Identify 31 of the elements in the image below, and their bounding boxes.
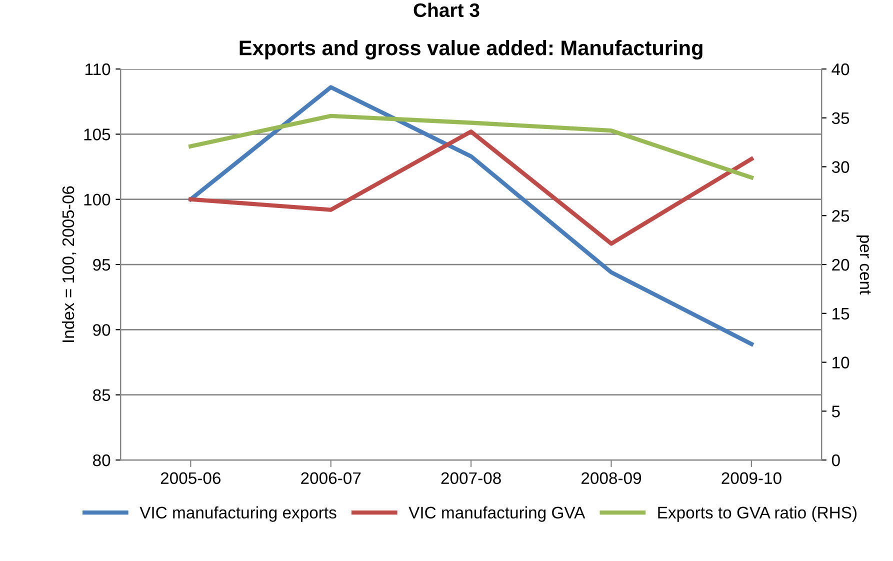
line-series — [188, 129, 754, 246]
x-tick-label: 2007-08 — [441, 472, 501, 484]
legend-label: VIC manufacturing GVA — [408, 506, 586, 522]
y-tick-label: 90 — [93, 324, 110, 336]
y2-tick-label: 5 — [832, 406, 840, 418]
line-series — [188, 85, 754, 346]
line-series — [188, 114, 754, 180]
y-tick-label: 110 — [86, 63, 110, 76]
x-tick-label: 2009-10 — [722, 472, 782, 484]
y2-tick-label: 40 — [832, 63, 850, 76]
y2-tick-label: 20 — [832, 258, 850, 271]
x-tick-label: 2005-06 — [160, 472, 221, 484]
chart-title: Exports and gross value added: Manufacturing — [240, 40, 702, 60]
y2-tick-label: 15 — [832, 308, 850, 320]
x-tick-label: 2008-09 — [582, 472, 642, 484]
y-tick-label: 80 — [93, 454, 110, 466]
y-tick-label: 95 — [93, 258, 110, 271]
y2-tick-label: 0 — [832, 454, 840, 466]
y-tick-label: 100 — [84, 194, 110, 206]
legend-label: VIC manufacturing exports — [140, 506, 336, 522]
y2-axis-title: per cent — [856, 235, 871, 294]
x-tick-label: 2006-07 — [301, 472, 361, 484]
y2-tick-label: 10 — [832, 356, 850, 368]
legend-label: Exports to GVA ratio (RHS) — [658, 506, 856, 522]
y2-tick-label: 25 — [832, 210, 850, 222]
caption: Chart 3 — [414, 2, 480, 18]
y-tick-label: 85 — [93, 389, 110, 402]
y-axis-title: Index = 100, 2005-06 — [62, 186, 76, 342]
y2-tick-label: 35 — [832, 112, 850, 124]
y-tick-label: 105 — [84, 128, 110, 140]
y2-tick-label: 30 — [832, 161, 850, 173]
